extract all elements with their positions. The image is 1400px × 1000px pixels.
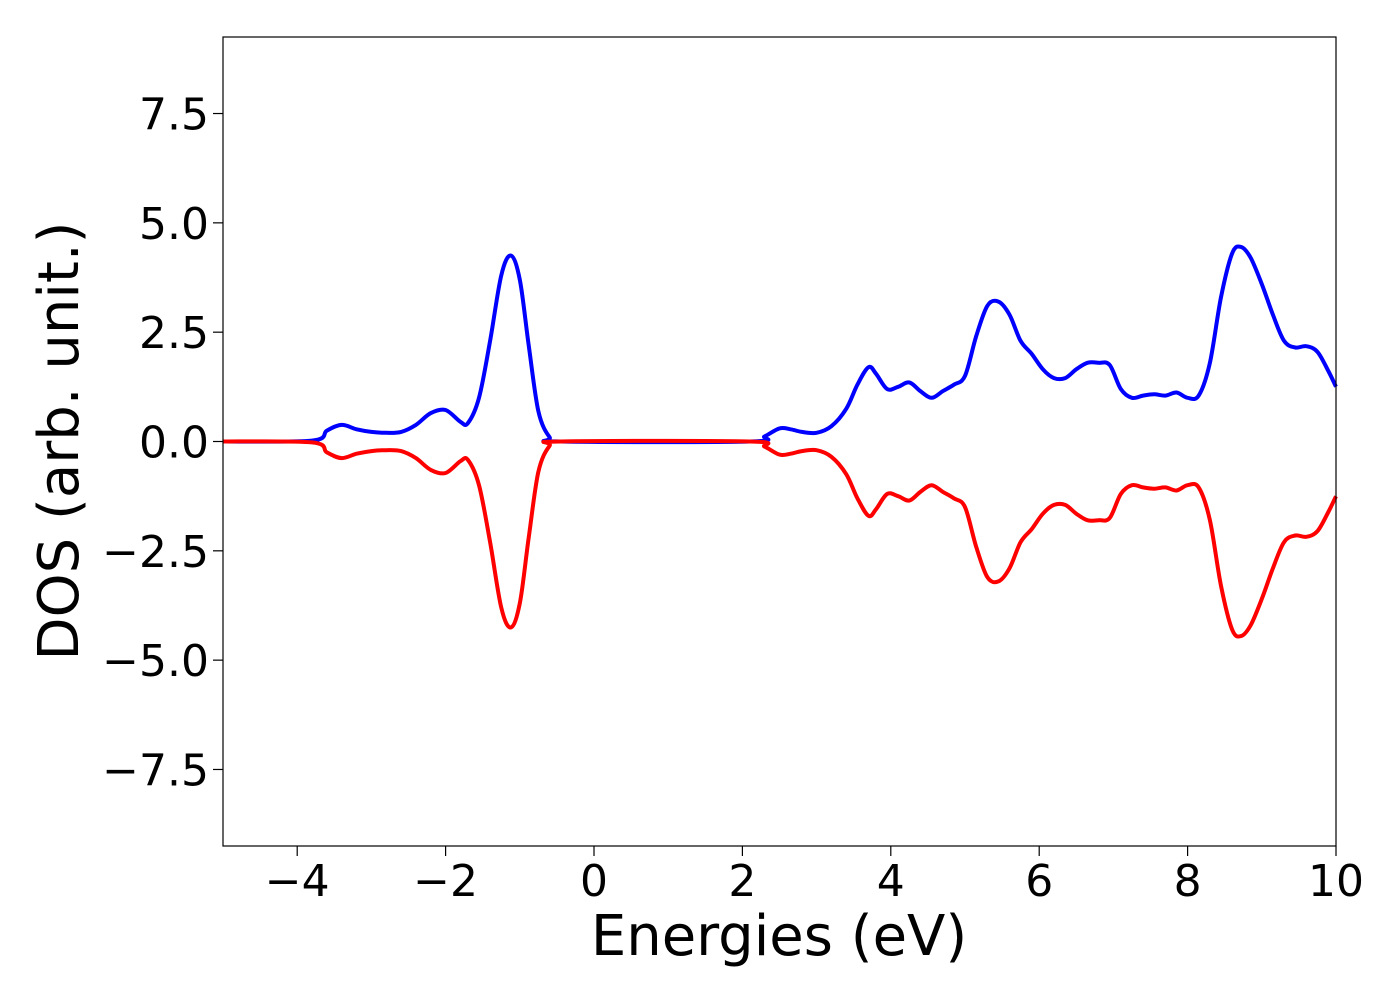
plot-frame: [222, 36, 1337, 847]
x-tick-label: 6: [1025, 856, 1053, 907]
x-tick-label: −2: [413, 856, 478, 907]
x-ticks: −4 −2 0 2 4 6 8 10: [265, 846, 1364, 907]
series-line-1: [222, 438, 1338, 639]
x-tick-label: 2: [728, 856, 756, 907]
x-axis-label: Energies (eV): [591, 904, 967, 969]
x-tick-label: 8: [1174, 856, 1202, 907]
y-tick-label: −2.5: [102, 527, 209, 578]
series-layer: [222, 244, 1338, 639]
y-ticks: 7.5 5.0 2.5 0.0 −2.5 −5.0 −7.5: [102, 90, 223, 796]
x-tick-label: 10: [1308, 856, 1364, 907]
y-tick-label: 5.0: [139, 199, 209, 250]
x-tick-label: 4: [877, 856, 905, 907]
series-line-0: [222, 244, 1338, 445]
y-axis-label: DOS (arb. unit.): [27, 221, 92, 660]
y-tick-label: 2.5: [139, 308, 209, 359]
y-tick-label: −7.5: [102, 745, 209, 796]
x-tick-label: 0: [580, 856, 608, 907]
y-tick-label: 7.5: [139, 90, 209, 141]
y-tick-label: 0.0: [139, 418, 209, 469]
y-tick-label: −5.0: [102, 636, 209, 687]
x-tick-label: −4: [265, 856, 330, 907]
